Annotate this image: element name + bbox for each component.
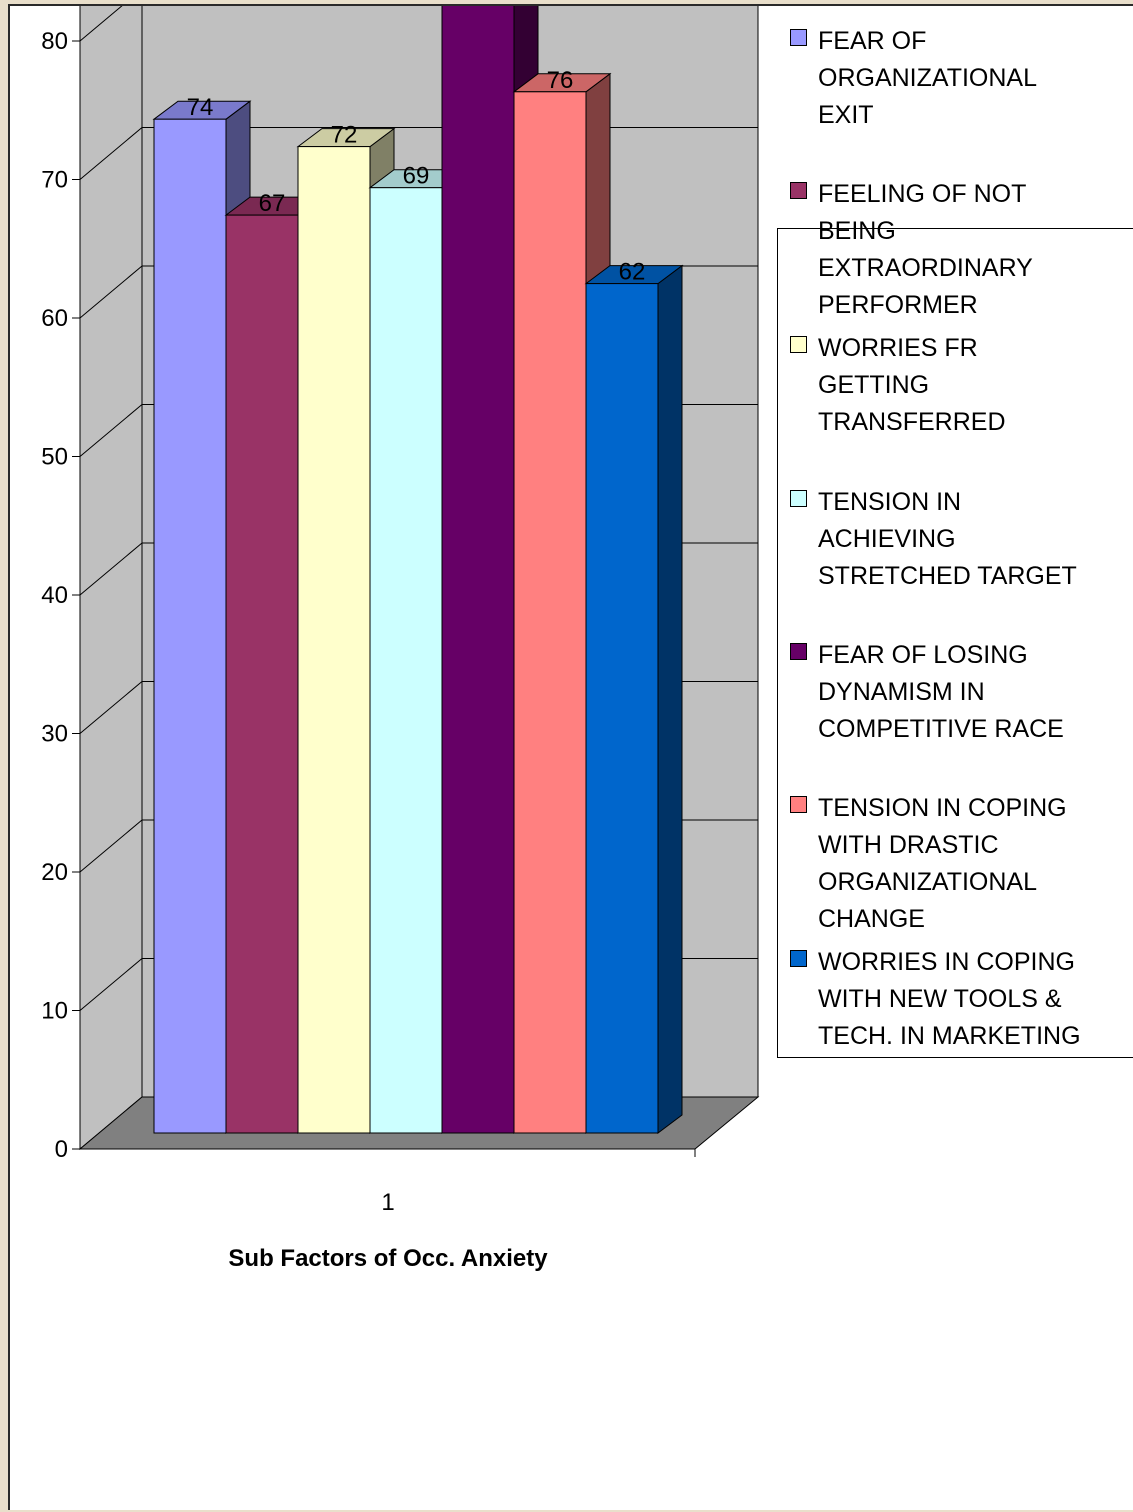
y-tick-label: 60 bbox=[41, 305, 68, 332]
data-label: 76 bbox=[547, 67, 574, 94]
legend-label-line: EXIT bbox=[818, 101, 874, 129]
data-label: 72 bbox=[331, 122, 358, 149]
x-axis-title: Sub Factors of Occ. Anxiety bbox=[228, 1245, 548, 1272]
bar bbox=[153, 118, 227, 1134]
bar bbox=[225, 214, 299, 1134]
y-tick-label: 50 bbox=[41, 444, 68, 471]
y-tick-label: 20 bbox=[41, 859, 68, 886]
legend-label: FEELING OF NOT BEING EXTRAORDINARY PERFORME… bbox=[818, 176, 1133, 324]
legend-label-line: PERFORMER bbox=[818, 291, 978, 319]
chart-legend: FEAR OF ORGANIZATIONAL EXIT FEELING OF NOT B… bbox=[777, 27, 1133, 1058]
legend-label-line: COMPETITIVE RACE bbox=[818, 715, 1064, 743]
legend-label-line: TENSION IN bbox=[818, 488, 962, 516]
legend-swatch bbox=[790, 336, 807, 353]
side-wall bbox=[79, 6, 143, 1151]
data-label: 67 bbox=[259, 190, 286, 217]
legend-label-line: ORGANIZATIONAL bbox=[818, 868, 1038, 896]
y-tick-label: 80 bbox=[41, 28, 68, 55]
legend-label-line: ACHIEVING bbox=[818, 525, 956, 553]
legend-label-line: TENSION IN COPING bbox=[818, 794, 1067, 822]
legend-label: FEAR OF ORGANIZATIONAL EXIT bbox=[818, 23, 1133, 134]
legend-label-line: WITH NEW TOOLS & bbox=[818, 985, 1062, 1013]
chart-frame: 01020304050607080901Sub Factors of Occ. … bbox=[8, 4, 1133, 1510]
legend-label-line: CHANGE bbox=[818, 905, 925, 933]
legend-label-line: STRETCHED TARGET bbox=[818, 562, 1077, 590]
legend-label-line: WORRIES IN COPING bbox=[818, 948, 1075, 976]
bar bbox=[585, 283, 659, 1134]
bar bbox=[513, 91, 587, 1134]
y-tick-label: 10 bbox=[41, 998, 68, 1025]
bar-chart: 01020304050607080901Sub Factors of Occ. … bbox=[41, 6, 760, 1272]
legend-label-line: WORRIES FR bbox=[818, 334, 978, 362]
data-label: 69 bbox=[403, 163, 430, 190]
legend-label-line: WITH DRASTIC bbox=[818, 831, 999, 859]
bar bbox=[297, 146, 371, 1134]
legend-label-line: BEING bbox=[818, 217, 896, 245]
bar bbox=[369, 187, 443, 1134]
data-label: 62 bbox=[619, 259, 646, 286]
legend-swatch bbox=[790, 796, 807, 813]
bar-side bbox=[657, 264, 683, 1134]
legend-label: WORRIES FR GETTING TRANSFERRED bbox=[818, 330, 1133, 441]
legend-label-line: FEAR OF bbox=[818, 27, 927, 55]
legend-label: WORRIES IN COPING WITH NEW TOOLS & TECH. I… bbox=[818, 944, 1133, 1055]
legend-label-line: ORGANIZATIONAL bbox=[818, 64, 1038, 92]
bar bbox=[441, 6, 515, 1134]
legend-label-line: FEAR OF LOSING bbox=[818, 641, 1028, 669]
y-tick-label: 70 bbox=[41, 167, 68, 194]
legend-label: FEAR OF LOSING DYNAMISM IN COMPETITIVE RAC… bbox=[818, 637, 1133, 748]
legend-label: TENSION IN ACHIEVING STRETCHED TARGET bbox=[818, 484, 1133, 595]
x-tick-label: 1 bbox=[381, 1189, 394, 1216]
y-tick-label: 0 bbox=[55, 1136, 68, 1163]
legend-swatch bbox=[790, 643, 807, 660]
legend-swatch bbox=[790, 490, 807, 507]
data-label: 74 bbox=[187, 94, 214, 121]
y-tick-label: 30 bbox=[41, 721, 68, 748]
legend-label-line: GETTING bbox=[818, 371, 930, 399]
gridline bbox=[79, 6, 123, 42]
legend-swatch bbox=[790, 182, 807, 199]
legend-swatch bbox=[790, 29, 807, 46]
y-tick-label: 40 bbox=[41, 582, 68, 609]
legend-label-line: DYNAMISM IN bbox=[818, 678, 985, 706]
legend-label-line: EXTRAORDINARY bbox=[818, 254, 1033, 282]
legend-label-line: TECH. IN MARKETING bbox=[818, 1022, 1081, 1050]
legend-label-line: TRANSFERRED bbox=[818, 408, 1006, 436]
legend-label: TENSION IN COPING WITH DRASTIC ORGANIZATIO… bbox=[818, 790, 1133, 938]
legend-label-line: FEELING OF NOT bbox=[818, 180, 1027, 208]
legend-swatch bbox=[790, 950, 807, 967]
